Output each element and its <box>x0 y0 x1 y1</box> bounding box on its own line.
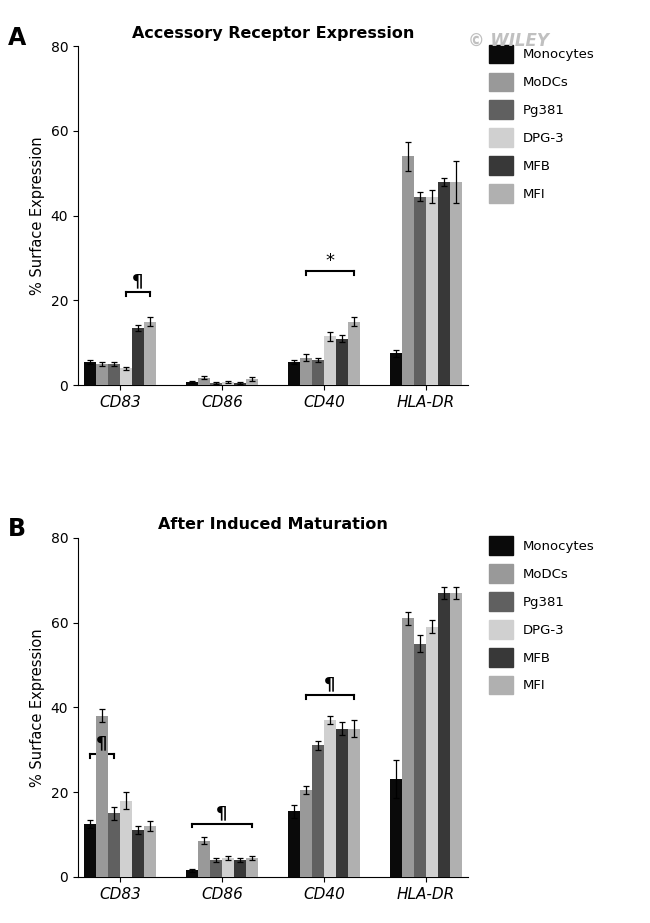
Bar <box>450 593 462 877</box>
Bar <box>426 197 437 385</box>
Bar <box>234 383 246 385</box>
Bar <box>144 826 156 877</box>
Bar <box>450 182 462 385</box>
Bar <box>187 870 198 877</box>
Bar <box>198 378 210 385</box>
Title: Accessory Receptor Expression: Accessory Receptor Expression <box>132 26 414 41</box>
Bar <box>414 197 426 385</box>
Bar <box>109 813 120 877</box>
Text: ¶: ¶ <box>216 805 228 822</box>
Bar <box>198 841 210 877</box>
Bar <box>312 746 324 877</box>
Bar <box>109 364 120 385</box>
Bar <box>348 321 359 385</box>
Bar <box>211 383 222 385</box>
Bar <box>96 364 108 385</box>
Bar <box>84 362 96 385</box>
Bar <box>211 860 222 877</box>
Legend: Monocytes, MoDCs, Pg381, DPG-3, MFB, MFI: Monocytes, MoDCs, Pg381, DPG-3, MFB, MFI <box>484 531 600 700</box>
Bar <box>246 378 257 385</box>
Legend: Monocytes, MoDCs, Pg381, DPG-3, MFB, MFI: Monocytes, MoDCs, Pg381, DPG-3, MFB, MFI <box>484 40 600 208</box>
Bar <box>336 339 348 385</box>
Y-axis label: % Surface Expression: % Surface Expression <box>30 137 45 295</box>
Bar <box>300 358 312 385</box>
Bar <box>324 337 335 385</box>
Bar <box>324 720 335 877</box>
Bar <box>390 354 402 385</box>
Y-axis label: % Surface Expression: % Surface Expression <box>30 628 45 786</box>
Bar <box>133 328 144 385</box>
Text: A: A <box>8 26 26 50</box>
Text: *: * <box>326 251 335 270</box>
Bar <box>222 857 234 877</box>
Title: After Induced Maturation: After Induced Maturation <box>158 518 388 533</box>
Bar <box>222 382 234 385</box>
Bar <box>312 360 324 385</box>
Bar <box>133 830 144 877</box>
Bar <box>96 716 108 877</box>
Bar <box>246 857 257 877</box>
Bar <box>414 643 426 877</box>
Text: B: B <box>8 518 26 542</box>
Bar <box>402 156 413 385</box>
Bar <box>438 593 450 877</box>
Bar <box>300 790 312 877</box>
Bar <box>234 860 246 877</box>
Bar <box>426 627 437 877</box>
Bar <box>336 728 348 877</box>
Text: ¶: ¶ <box>132 272 144 291</box>
Bar <box>402 618 413 877</box>
Text: ¶: ¶ <box>324 676 336 693</box>
Bar <box>438 182 450 385</box>
Text: © WILEY: © WILEY <box>468 32 549 51</box>
Bar <box>84 824 96 877</box>
Bar <box>348 728 359 877</box>
Bar <box>120 368 132 385</box>
Bar <box>289 811 300 877</box>
Text: ¶: ¶ <box>96 735 108 752</box>
Bar <box>144 321 156 385</box>
Bar <box>120 800 132 877</box>
Bar <box>390 779 402 877</box>
Bar <box>187 382 198 385</box>
Bar <box>289 362 300 385</box>
